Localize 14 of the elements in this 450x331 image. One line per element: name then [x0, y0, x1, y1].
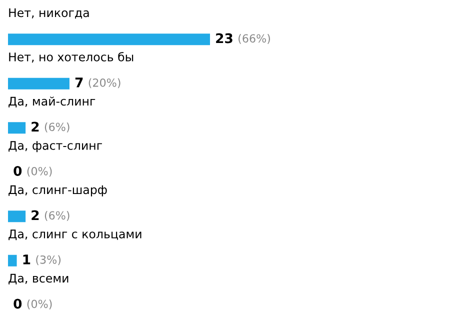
data-label: 23 (66%)	[216, 33, 270, 44]
y-tick-label: Да, слинг-шарф	[8, 185, 107, 196]
y-tick-label: Да, всеми	[8, 274, 68, 284]
y-tick-label: Нет, но хотелось бы	[9, 52, 134, 63]
data-label: 2 (6%)	[32, 210, 70, 221]
data-label: 0 (0%)	[14, 166, 52, 177]
y-tick-label: Да, май-слинг	[8, 96, 96, 108]
data-label: 1 (3%)	[23, 254, 61, 266]
y-tick-label: Да, слинг с кольцами	[8, 230, 142, 240]
y-tick-label: Нет, никогда	[9, 8, 89, 19]
data-label: 0 (0%)	[14, 298, 52, 310]
data-label: 2 (6%)	[32, 122, 70, 132]
data-label: 7 (20%)	[75, 78, 120, 88]
y-tick-label: Да, фаст-слинг	[8, 141, 102, 152]
